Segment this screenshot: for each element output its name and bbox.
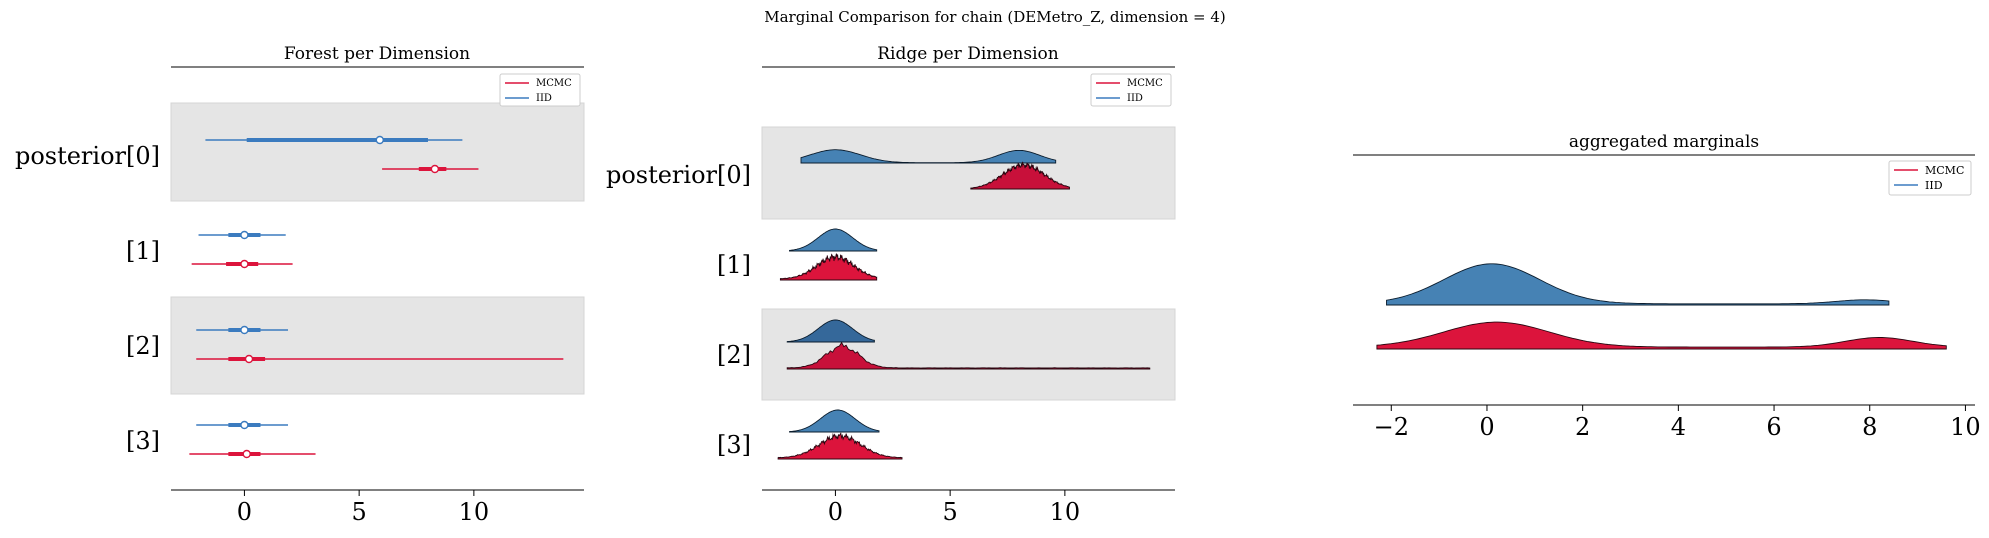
ridge-legend-iid-label: IID <box>1127 93 1143 104</box>
forest-median-iid <box>375 135 384 145</box>
forest-median-mcmc <box>244 354 254 364</box>
ridge-iid-density <box>789 228 878 252</box>
aggregated-xtick-label: 8 <box>1862 413 1877 441</box>
forest-median-mcmc <box>240 259 249 269</box>
forest-median-mcmc <box>242 449 251 459</box>
forest-median-iid <box>240 325 249 335</box>
ridge-mcmc-density <box>970 161 1070 190</box>
aggregated-iid-density <box>1386 263 1890 306</box>
forest-row-label: [1] <box>126 237 160 265</box>
forest-panel: Forest per Dimension 0 5 10 posterior[0] [1… <box>15 44 585 526</box>
ridge-iid-density <box>800 149 1057 164</box>
ridge-row-label: [3] <box>717 431 751 459</box>
forest-median-mcmc <box>430 164 440 174</box>
aggregated-legend-iid-label: IID <box>1925 179 1943 192</box>
ridge-xtick-label: 10 <box>1050 498 1081 526</box>
aggregated-panel-title: aggregated marginals <box>1569 132 1759 152</box>
aggregated-xtick-label: 6 <box>1766 413 1781 441</box>
forest-median-iid <box>240 420 249 430</box>
aggregated-mcmc-density <box>1376 321 1947 350</box>
forest-row-label: [2] <box>126 332 160 360</box>
ridge-panel: Ridge per Dimension 0 5 10 posterior[0] [1]… <box>606 44 1176 526</box>
ridge-iid-density <box>786 319 875 343</box>
ridge-row-band <box>761 126 1176 220</box>
forest-row-band <box>170 102 585 202</box>
forest-panel-title: Forest per Dimension <box>284 44 470 64</box>
forest-legend-mcmc-label: MCMC <box>536 78 572 89</box>
ridge-legend-mcmc-label: MCMC <box>1127 78 1163 89</box>
aggregated-xtick-label: 10 <box>1950 413 1981 441</box>
figure-suptitle: Marginal Comparison for chain (DEMetro_Z… <box>764 8 1226 26</box>
aggregated-xtick-label: 0 <box>1479 413 1494 441</box>
forest-row-band <box>170 296 585 395</box>
aggregated-legend: MCMC IID <box>1888 160 1972 196</box>
forest-row-label: posterior[0] <box>15 142 160 170</box>
ridge-iid-density <box>789 409 880 433</box>
ridge-row-label: [1] <box>717 251 751 279</box>
forest-xtick-label: 10 <box>459 498 490 526</box>
ridge-row-band <box>761 308 1176 401</box>
forest-median-iid <box>240 230 249 240</box>
ridge-mcmc-density <box>786 341 1151 370</box>
aggregated-legend-mcmc-label: MCMC <box>1925 164 1964 177</box>
ridge-legend: MCMC IID <box>1090 73 1172 107</box>
ridge-row-label: [2] <box>717 341 751 369</box>
forest-legend-iid-label: IID <box>536 93 552 104</box>
ridge-panel-title: Ridge per Dimension <box>877 44 1059 64</box>
aggregated-xtick-label: 2 <box>1575 413 1590 441</box>
forest-xtick-label: 5 <box>352 498 367 526</box>
forest-xtick-label: 0 <box>237 498 252 526</box>
aggregated-xtick-label: −2 <box>1374 413 1409 441</box>
ridge-xtick-label: 5 <box>943 498 958 526</box>
forest-row-label: [3] <box>126 427 160 455</box>
aggregated-xtick-label: 4 <box>1671 413 1686 441</box>
aggregated-panel: aggregated marginals −2 0 2 4 6 8 10 MCMC IID <box>1353 132 1981 441</box>
ridge-row-label: posterior[0] <box>606 161 751 189</box>
forest-legend: MCMC IID <box>499 73 581 107</box>
ridge-mcmc-density <box>777 432 903 460</box>
ridge-mcmc-density <box>779 253 878 281</box>
ridge-xtick-label: 0 <box>828 498 843 526</box>
